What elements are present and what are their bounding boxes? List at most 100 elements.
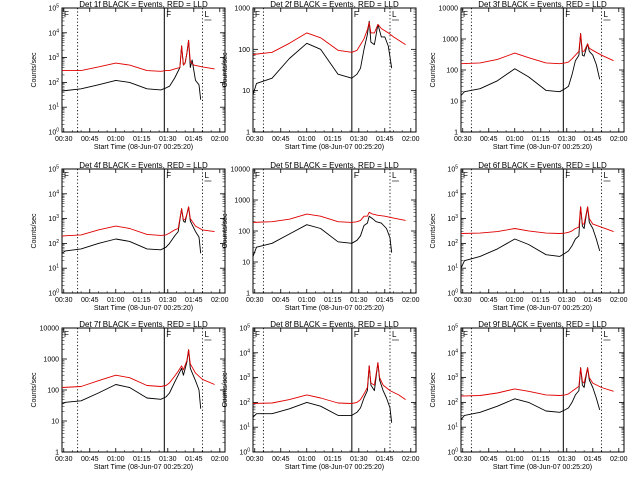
x-tick-label: 00:45: [272, 456, 290, 463]
marker-label: L: [392, 171, 397, 180]
x-tick-label: 01:30: [350, 456, 368, 463]
x-tick-label: 00:45: [81, 456, 99, 463]
x-tick-label: 01:30: [558, 456, 576, 463]
y-tick-label: 101: [447, 264, 458, 273]
y-tick-label: 102: [447, 398, 458, 407]
events-series-line: [61, 349, 202, 409]
y-tick-label: 103: [48, 214, 59, 223]
chart-title: Det 2f BLACK = Events, RED = LLD: [270, 0, 399, 9]
x-tick-label: 00:30: [246, 136, 264, 143]
plot-frame: [61, 7, 226, 133]
x-tick-label: 01:30: [350, 297, 368, 304]
x-axis-label: Start Time (08-Jun-07 00:25:20): [285, 464, 384, 471]
events-series-line: [460, 367, 601, 420]
marker-label: L: [204, 10, 209, 19]
x-tick-label: 01:15: [532, 136, 550, 143]
y-tick-label: 102: [239, 398, 250, 407]
marker-label: F: [354, 10, 359, 19]
lld-series-line: [62, 39, 215, 72]
chart-panel: Det 6f BLACK = Events, RED = LLD 100 101 10…: [430, 161, 628, 312]
y-tick-label: 1: [246, 291, 250, 298]
x-tick-label: 01:00: [298, 136, 316, 143]
marker-label: L: [392, 330, 397, 339]
chart-title: Det 3f BLACK = Events, RED = LLD: [478, 0, 607, 9]
y-tick-label: 104: [447, 348, 458, 357]
y-axis-label: Counts/sec: [222, 213, 229, 249]
chart-title: Det 6f BLACK = Events, RED = LLD: [478, 161, 607, 170]
x-tick-label: 01:45: [584, 297, 602, 304]
x-tick-label: 01:45: [376, 297, 394, 304]
marker-label: F: [64, 10, 69, 19]
y-tick-label: 104: [447, 189, 458, 198]
x-tick-label: 01:15: [133, 297, 151, 304]
plot-frame: [460, 168, 625, 294]
y-tick-label: 10000: [231, 167, 251, 174]
x-tick-label: 01:45: [376, 136, 394, 143]
x-tick-label: 00:45: [480, 297, 498, 304]
lld-series-line: [61, 349, 215, 388]
marker-label: F: [166, 10, 171, 19]
marker-label: L: [392, 10, 397, 19]
x-tick-label: 01:00: [506, 297, 524, 304]
marker-label: F: [64, 330, 69, 339]
x-tick-label: 00:45: [81, 136, 99, 143]
x-tick-label: 02:00: [211, 456, 229, 463]
y-tick-label: 105: [447, 165, 458, 174]
x-tick-label: 01:00: [506, 136, 524, 143]
marker-label: F: [255, 330, 260, 339]
chart-panel: Det 3f BLACK = Events, RED = LLD 1 10 100 10…: [430, 0, 628, 151]
y-tick-label: 1000: [442, 37, 458, 44]
marker-label: F: [354, 171, 359, 180]
lld-series-line: [460, 33, 614, 65]
y-tick-label: 105: [239, 324, 250, 333]
y-tick-label: 1000: [43, 357, 59, 364]
x-tick-label: 02:00: [610, 297, 628, 304]
marker-label: F: [166, 171, 171, 180]
x-tick-label: 02:00: [211, 136, 229, 143]
y-tick-label: 10: [242, 88, 250, 95]
plot-frame: [460, 7, 625, 133]
marker-label: F: [255, 171, 260, 180]
y-tick-label: 1: [246, 130, 250, 137]
marker-label: F: [255, 10, 260, 19]
y-tick-label: 100: [238, 229, 250, 236]
lld-series-line: [61, 206, 215, 237]
chart-panel: Det 7f BLACK = Events, RED = LLD 1 10 100 10…: [31, 320, 229, 471]
chart-title: Det 8f BLACK = Events, RED = LLD: [270, 320, 399, 329]
x-tick-label: 00:30: [55, 456, 73, 463]
y-axis-label: Counts/sec: [430, 213, 437, 249]
events-series-line: [460, 206, 601, 269]
y-axis-label: Counts/sec: [31, 213, 38, 249]
x-tick-label: 01:45: [185, 456, 203, 463]
plot-frame: [61, 168, 226, 294]
x-tick-label: 01:15: [532, 456, 550, 463]
x-tick-label: 01:30: [558, 136, 576, 143]
y-tick-label: 10: [242, 260, 250, 267]
x-tick-label: 01:15: [532, 297, 550, 304]
x-tick-label: 01:00: [107, 456, 125, 463]
x-axis-label: Start Time (08-Jun-07 00:25:20): [94, 144, 193, 151]
x-tick-label: 00:30: [55, 136, 73, 143]
y-tick-label: 104: [48, 28, 59, 37]
x-tick-label: 01:00: [107, 297, 125, 304]
lld-series-line: [460, 367, 614, 397]
y-tick-label: 105: [48, 4, 59, 13]
y-tick-label: 102: [48, 78, 59, 87]
y-tick-label: 101: [447, 423, 458, 432]
x-tick-label: 01:45: [376, 456, 394, 463]
lld-series-line: [460, 206, 614, 234]
y-axis-label: Counts/sec: [222, 372, 229, 408]
chart-title: Det 1f BLACK = Events, RED = LLD: [79, 0, 208, 9]
y-tick-label: 105: [48, 165, 59, 174]
x-tick-label: 00:30: [246, 456, 264, 463]
marker-label: L: [204, 330, 209, 339]
y-tick-label: 100: [239, 448, 250, 457]
plot-frame: [252, 168, 417, 294]
y-tick-label: 10: [51, 419, 59, 426]
plot-frame: [252, 327, 417, 453]
x-tick-label: 00:30: [454, 136, 472, 143]
marker-label: F: [463, 10, 468, 19]
x-tick-label: 01:00: [107, 136, 125, 143]
x-tick-label: 01:00: [506, 456, 524, 463]
